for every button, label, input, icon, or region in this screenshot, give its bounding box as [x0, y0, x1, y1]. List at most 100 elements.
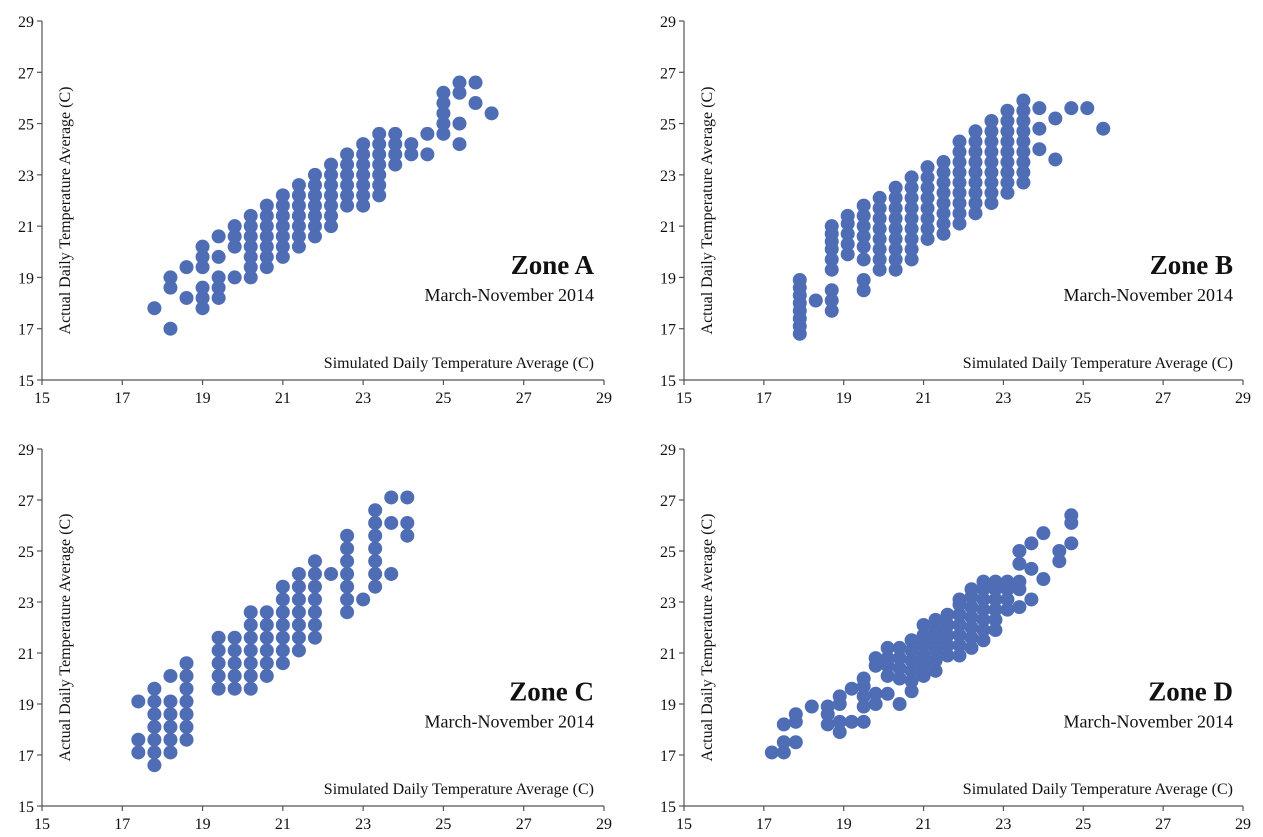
data-point: [984, 124, 999, 139]
data-point: [968, 134, 983, 149]
data-point: [420, 126, 435, 141]
data-point: [764, 745, 779, 760]
data-point: [368, 579, 383, 594]
data-point: [904, 674, 919, 689]
data-point: [388, 157, 403, 172]
data-point: [964, 582, 979, 597]
data-point: [952, 607, 967, 622]
data-point: [291, 605, 306, 620]
data-point: [888, 242, 903, 257]
data-point: [436, 116, 451, 131]
data-point: [904, 252, 919, 267]
data-point: [916, 638, 931, 653]
data-point: [892, 661, 907, 676]
data-point: [372, 147, 387, 162]
data-point: [936, 165, 951, 180]
zone-subtitle: March-November 2014: [1064, 711, 1233, 731]
data-point: [856, 229, 871, 244]
data-point: [888, 180, 903, 195]
x-tick-label: 29: [1235, 390, 1251, 407]
data-point: [259, 229, 274, 244]
data-point: [147, 745, 162, 760]
data-point: [888, 252, 903, 267]
data-point: [452, 116, 467, 131]
data-point: [856, 714, 871, 729]
data-point: [147, 694, 162, 709]
data-point: [824, 293, 839, 308]
data-point: [808, 293, 823, 308]
data-point: [227, 630, 242, 645]
data-point: [856, 219, 871, 234]
y-tick-label: 27: [660, 65, 676, 82]
data-point: [952, 617, 967, 632]
data-point: [1012, 574, 1027, 589]
data-point: [243, 270, 258, 285]
data-point: [888, 211, 903, 226]
data-point: [436, 126, 451, 141]
data-point: [1016, 144, 1031, 159]
data-point: [243, 643, 258, 658]
data-point: [840, 208, 855, 223]
data-point: [952, 155, 967, 170]
data-point: [163, 707, 178, 722]
data-point: [324, 167, 339, 182]
data-point: [227, 681, 242, 696]
data-point: [291, 579, 306, 594]
data-point: [952, 165, 967, 180]
data-point: [872, 252, 887, 267]
data-point: [1016, 114, 1031, 129]
data-point: [880, 686, 895, 701]
data-point: [163, 321, 178, 336]
x-tick-label: 23: [355, 390, 371, 407]
data-point: [1032, 101, 1047, 116]
data-point: [400, 490, 415, 505]
data-point: [916, 668, 931, 683]
data-point: [340, 178, 355, 193]
data-point: [340, 579, 355, 594]
y-tick-label: 19: [18, 270, 34, 287]
data-point: [920, 221, 935, 236]
data-point: [259, 260, 274, 275]
x-tick-label: 27: [516, 390, 532, 407]
data-point: [307, 605, 322, 620]
data-point: [1000, 124, 1015, 139]
data-point: [988, 602, 1003, 617]
data-point: [243, 630, 258, 645]
x-tick-label: 17: [756, 816, 772, 833]
data-point: [243, 260, 258, 275]
x-tick-label: 29: [1235, 816, 1251, 833]
data-point: [928, 623, 943, 638]
data-point: [904, 170, 919, 185]
data-point: [968, 124, 983, 139]
data-point: [452, 85, 467, 100]
data-point: [243, 208, 258, 223]
data-point: [372, 137, 387, 152]
data-point: [307, 566, 322, 581]
data-point: [976, 633, 991, 648]
data-point: [275, 249, 290, 264]
data-point: [404, 147, 419, 162]
data-point: [1024, 592, 1039, 607]
x-axis-label: Simulated Daily Temperature Average (C): [324, 781, 594, 798]
data-point: [968, 155, 983, 170]
data-point: [940, 648, 955, 663]
data-point: [243, 605, 258, 620]
x-tick-label: 21: [916, 390, 932, 407]
data-point: [452, 75, 467, 90]
data-point: [340, 188, 355, 203]
data-point: [776, 735, 791, 750]
data-point: [388, 137, 403, 152]
data-point: [211, 290, 226, 305]
y-axis-label: Actual Daily Temperature Average (C): [699, 514, 716, 762]
data-point: [275, 229, 290, 244]
data-point: [259, 656, 274, 671]
x-tick-label: 21: [916, 816, 932, 833]
zone-subtitle: March-November 2014: [425, 711, 594, 731]
data-point: [976, 602, 991, 617]
data-point: [984, 134, 999, 149]
data-point: [436, 106, 451, 121]
data-point: [940, 638, 955, 653]
data-point: [356, 188, 371, 203]
data-point: [259, 643, 274, 658]
